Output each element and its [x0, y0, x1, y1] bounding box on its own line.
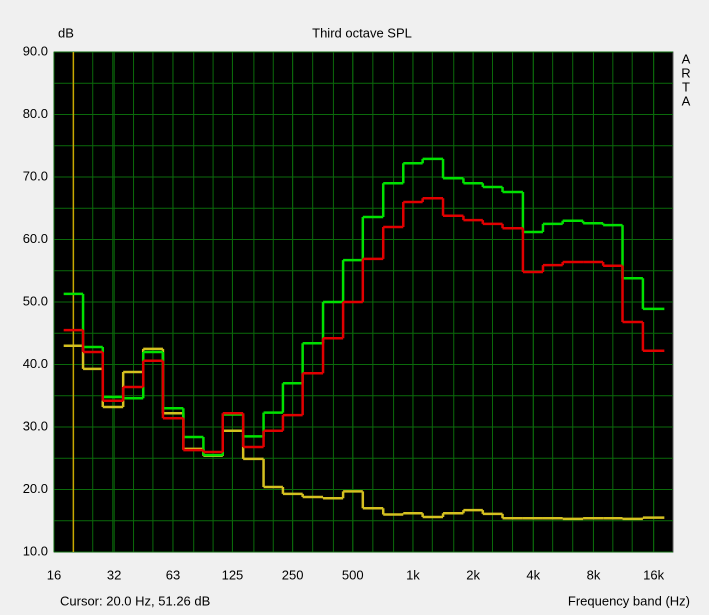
x-tick-label: 16k [643, 567, 664, 582]
y-tick-label: 50.0 [23, 293, 48, 308]
y-tick-label: 60.0 [23, 231, 48, 246]
y-tick-label: 70.0 [23, 168, 48, 183]
side-label: A [682, 51, 691, 66]
y-tick-label: 80.0 [23, 106, 48, 121]
x-tick-label: 125 [222, 567, 244, 582]
x-tick-label: 1k [406, 567, 420, 582]
x-tick-label: 32 [107, 567, 121, 582]
y-tick-label: 30.0 [23, 418, 48, 433]
x-tick-label: 63 [166, 567, 180, 582]
x-tick-label: 4k [526, 567, 540, 582]
chart-title: Third octave SPL [312, 25, 412, 40]
x-axis-label: Frequency band (Hz) [568, 593, 690, 608]
x-tick-label: 500 [342, 567, 364, 582]
side-label: A [682, 93, 691, 108]
x-tick-label: 250 [282, 567, 304, 582]
x-tick-label: 16 [47, 567, 61, 582]
x-tick-label: 8k [587, 567, 601, 582]
y-tick-label: 20.0 [23, 481, 48, 496]
x-tick-label: 2k [466, 567, 480, 582]
cursor-readout: Cursor: 20.0 Hz, 51.26 dB [60, 593, 210, 608]
y-tick-label: 40.0 [23, 356, 48, 371]
y-axis-label: dB [58, 25, 74, 40]
y-tick-label: 90.0 [23, 43, 48, 58]
side-label: R [681, 65, 690, 80]
side-label: T [682, 79, 690, 94]
y-tick-label: 10.0 [23, 543, 48, 558]
